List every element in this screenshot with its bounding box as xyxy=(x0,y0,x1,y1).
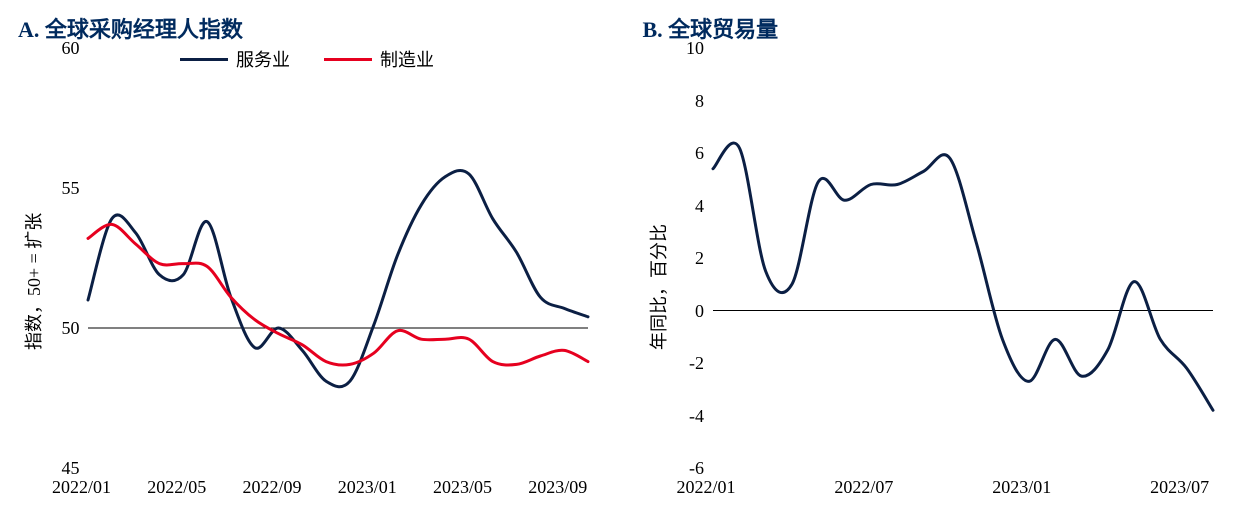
legend-label: 制造业 xyxy=(380,46,434,72)
x-tick-label: 2022/01 xyxy=(52,478,111,496)
x-tick-label: 2022/07 xyxy=(834,478,893,496)
panel-a-plot xyxy=(0,0,628,508)
legend-item: 制造业 xyxy=(324,46,434,72)
x-tick-label: 2023/01 xyxy=(338,478,397,496)
y-tick-label: -6 xyxy=(664,459,704,477)
y-tick-label: 55 xyxy=(40,179,80,197)
panel-b: B. 全球贸易量 -6-4-202468102022/012022/072023… xyxy=(625,0,1249,505)
y-tick-label: 8 xyxy=(664,92,704,110)
y-tick-label: 4 xyxy=(664,197,704,215)
y-tick-label: 10 xyxy=(664,39,704,57)
panel-b-plot xyxy=(625,0,1249,508)
legend-item: 服务业 xyxy=(180,46,290,72)
y-tick-label: 60 xyxy=(40,39,80,57)
y-tick-label: 45 xyxy=(40,459,80,477)
y-tick-label: 6 xyxy=(664,144,704,162)
x-tick-label: 2023/09 xyxy=(528,478,587,496)
panel-a-ylabel: 指数，50+ = 扩张 xyxy=(20,213,46,350)
panel-a-series-0 xyxy=(88,170,588,386)
legend-swatch xyxy=(324,58,372,61)
x-tick-label: 2023/07 xyxy=(1150,478,1209,496)
x-tick-label: 2023/01 xyxy=(992,478,1051,496)
y-tick-label: -2 xyxy=(664,354,704,372)
x-tick-label: 2022/05 xyxy=(147,478,206,496)
legend-label: 服务业 xyxy=(236,46,290,72)
x-tick-label: 2022/09 xyxy=(242,478,301,496)
y-tick-label: -4 xyxy=(664,407,704,425)
x-tick-label: 2023/05 xyxy=(433,478,492,496)
x-tick-label: 2022/01 xyxy=(677,478,736,496)
figure: A. 全球采购经理人指数 455055602022/012022/052022/… xyxy=(0,0,1249,505)
panel-b-series-0 xyxy=(713,143,1213,410)
panel-a-legend: 服务业 制造业 xyxy=(180,46,434,72)
legend-swatch xyxy=(180,58,228,61)
panel-b-ylabel: 年同比，百分比 xyxy=(645,224,671,350)
panel-a: A. 全球采购经理人指数 455055602022/012022/052022/… xyxy=(0,0,625,505)
